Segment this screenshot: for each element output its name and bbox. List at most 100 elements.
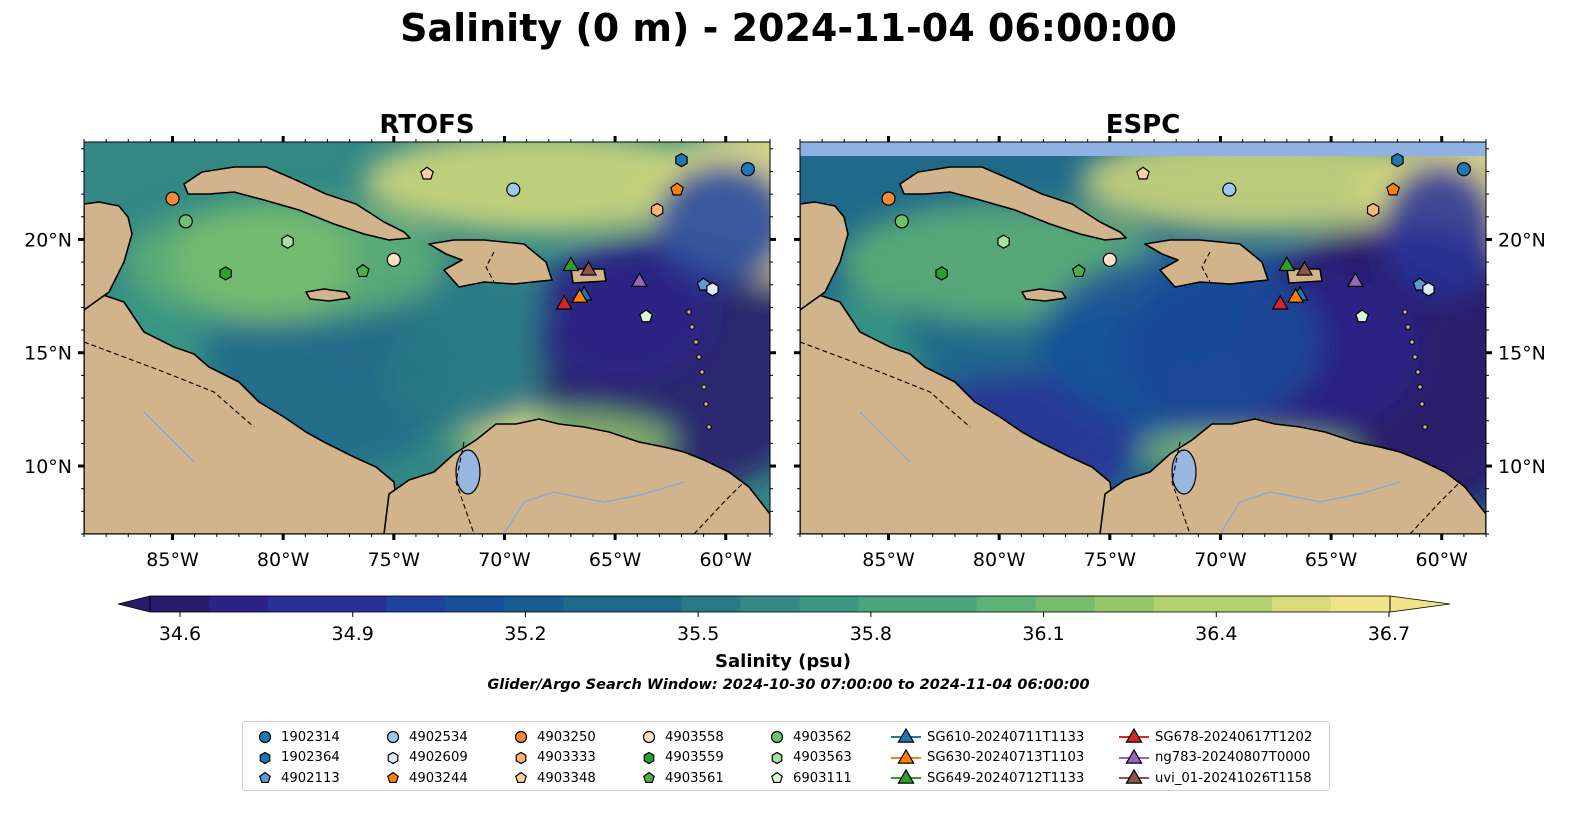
legend-marker <box>515 751 527 764</box>
y-tick-label: 10°N <box>24 456 72 478</box>
legend-marker-circle-icon <box>386 731 400 744</box>
island <box>1417 384 1423 390</box>
legend-label: 4903562 <box>793 729 852 745</box>
marker-4903562 <box>178 214 193 229</box>
marker-4903561 <box>1071 263 1086 278</box>
land-jamaica <box>1021 288 1067 302</box>
colorbar-tick-label: 36.4 <box>1195 623 1237 645</box>
country-border <box>1409 481 1461 534</box>
marker-4903558 <box>386 252 401 267</box>
legend-item: 4903250 <box>511 727 596 748</box>
colorbar-extend-low <box>117 595 151 613</box>
marker-4903558 <box>1102 252 1117 267</box>
x-tick-label: 75°W <box>1084 549 1137 571</box>
island <box>706 424 712 430</box>
legend-marker-triangle-icon <box>891 748 921 764</box>
colorbar-segment <box>504 596 564 612</box>
marker-SG630-20240713T1103 <box>571 287 589 303</box>
colorbar-segment <box>327 596 387 612</box>
colorbar: Salinity (psu) 34.6 34.9 35.2 35.5 35.8 36.1 3… <box>117 595 1451 672</box>
marker-uvi_01-20241026T1158 <box>579 260 598 276</box>
island <box>701 384 707 390</box>
legend-marker <box>387 751 399 764</box>
legend-marker-pentagon-icon <box>515 772 527 784</box>
island <box>696 354 702 360</box>
colorbar-tick-label: 35.5 <box>677 623 719 645</box>
marker-ng783-20240807T0000 <box>630 271 649 287</box>
colorbar-segment <box>1271 596 1332 612</box>
legend-column: 4903250 4903333 4903348 <box>511 727 596 789</box>
marker-SG649-20240712T1133 <box>562 256 580 272</box>
colorbar-frame <box>149 595 1391 613</box>
legend-item: SG649-20240712T1133 <box>891 768 1084 789</box>
legend-column: 1902314 1902364 4902113 <box>255 727 340 789</box>
legend-marker <box>642 731 656 744</box>
colorbar-tick-label: 35.2 <box>504 623 546 645</box>
colorbar-tick-label: 34.9 <box>332 623 374 645</box>
colorbar-segment <box>386 596 446 612</box>
colorbar-label: Salinity (psu) <box>715 651 851 672</box>
legend-marker-circle-icon <box>770 731 784 744</box>
marker-4903244 <box>1386 182 1400 196</box>
colorbar-segment <box>1035 596 1096 612</box>
legend-column: 4902534 4902609 4903244 <box>383 727 468 789</box>
legend-marker-hexagon-icon <box>259 751 271 764</box>
marker-6903111 <box>1355 309 1369 323</box>
colorbar-tick-label: 35.8 <box>850 623 892 645</box>
country-border <box>84 341 255 428</box>
country-border <box>455 441 475 534</box>
marker-4902609 <box>1422 282 1435 297</box>
marker-4903333 <box>1366 202 1380 218</box>
island <box>1412 354 1418 360</box>
marker-6903111 <box>639 309 653 323</box>
legend-item: 4903558 <box>639 727 724 748</box>
land-yucatan <box>84 201 133 311</box>
marker-4903333 <box>650 202 664 218</box>
legend-marker <box>897 748 915 764</box>
marker-4903244 <box>670 182 684 196</box>
y-tick-label: 10°N <box>1498 456 1546 478</box>
legend-item: SG610-20240711T1133 <box>891 727 1084 748</box>
legend-item: 4902609 <box>383 748 468 769</box>
x-tick-label: 85°W <box>146 549 199 571</box>
legend-marker <box>387 772 399 784</box>
river <box>503 481 685 534</box>
marker-4903563 <box>997 234 1010 249</box>
legend-marker-hexagon-icon <box>515 751 527 764</box>
lake-maracaibo <box>1171 449 1197 495</box>
legend-label: 4903559 <box>665 750 724 766</box>
y-tick-label: 15°N <box>1498 343 1546 365</box>
no-data-band <box>800 142 1486 156</box>
x-tick-label: 80°W <box>973 549 1026 571</box>
legend-marker <box>386 731 400 744</box>
colorbar-segment <box>799 596 860 612</box>
map-frame <box>799 141 1487 535</box>
legend: 1902314 1902364 4902113 4902534 4902609 49032… <box>242 721 1330 791</box>
country-border <box>693 481 745 534</box>
land-hispaniola <box>1144 239 1269 288</box>
marker-1902364 <box>675 152 688 168</box>
legend-marker-hexagon-icon <box>387 751 399 764</box>
legend-column: SG610-20240711T1133 SG630-20240713T1103 SG… <box>891 727 1084 789</box>
legend-item: 4903563 <box>767 748 852 769</box>
x-tick-label: 80°W <box>257 549 310 571</box>
island <box>693 339 699 345</box>
legend-column: 4903558 4903559 4903561 <box>639 727 724 789</box>
legend-item: 4903562 <box>767 727 852 748</box>
land-yucatan <box>800 201 849 311</box>
legend-marker <box>771 751 783 764</box>
legend-marker <box>643 772 655 784</box>
legend-item: 4902113 <box>255 768 340 789</box>
marker-1902314 <box>1456 162 1471 177</box>
legend-marker <box>897 769 915 784</box>
legend-marker-circle-icon <box>258 731 272 744</box>
island <box>686 309 692 315</box>
y-tick-label: 20°N <box>24 229 72 251</box>
marker-1902364 <box>1391 152 1404 168</box>
legend-marker-triangle-icon <box>891 728 921 743</box>
legend-marker-hexagon-icon <box>771 751 783 764</box>
land-jamaica <box>305 288 351 302</box>
legend-item: 4903348 <box>511 768 596 789</box>
colorbar-segment <box>740 596 801 612</box>
legend-item: 4903559 <box>639 748 724 769</box>
